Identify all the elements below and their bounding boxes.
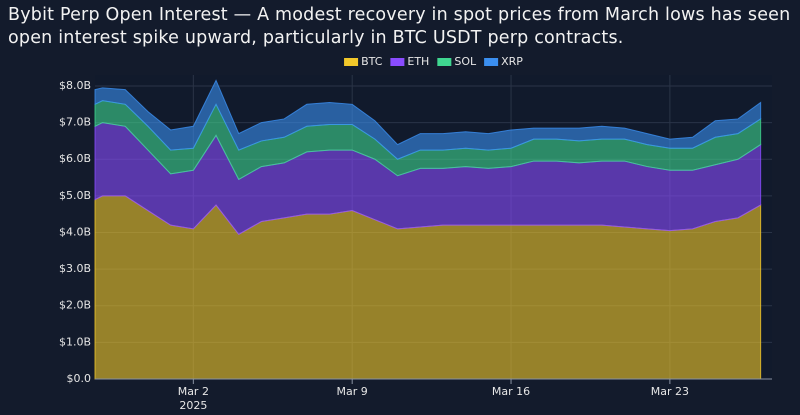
x-tick-label: Mar 23 [651,385,689,398]
legend-label: BTC [361,55,383,68]
legend-swatch [437,58,452,66]
legend-item: ETH [390,55,429,68]
y-tick-label: $7.0B [59,116,91,129]
legend-label: XRP [501,55,523,68]
x-tick-label: Mar 9 [337,385,368,398]
y-tick-label: $8.0B [59,79,91,92]
x-tick-label: Mar 16 [492,385,530,398]
legend-swatch [484,58,499,66]
legend-item: BTC [344,55,383,68]
chart-title: Bybit Perp Open Interest — A modest reco… [8,5,791,48]
y-tick-label: $5.0B [59,189,91,202]
legend-label: ETH [407,55,429,68]
y-tick-label: $1.0B [59,335,91,348]
x-year-label: 2025 [179,399,207,412]
legend-label: SOL [454,55,477,68]
legend-swatch [390,58,405,66]
y-tick-label: $3.0B [59,262,91,275]
legend: BTC ETH SOL XRP [344,55,523,68]
y-tick-label: $0.0 [67,372,92,385]
legend-item: SOL [437,55,477,68]
y-tick-label: $6.0B [59,152,91,165]
area-3 [94,79,762,160]
y-tick-label: $4.0B [59,225,91,238]
legend-item: XRP [484,55,523,68]
legend-swatch [344,58,359,66]
x-tick-label: Mar 2 [178,385,209,398]
y-tick-label: $2.0B [59,299,91,312]
